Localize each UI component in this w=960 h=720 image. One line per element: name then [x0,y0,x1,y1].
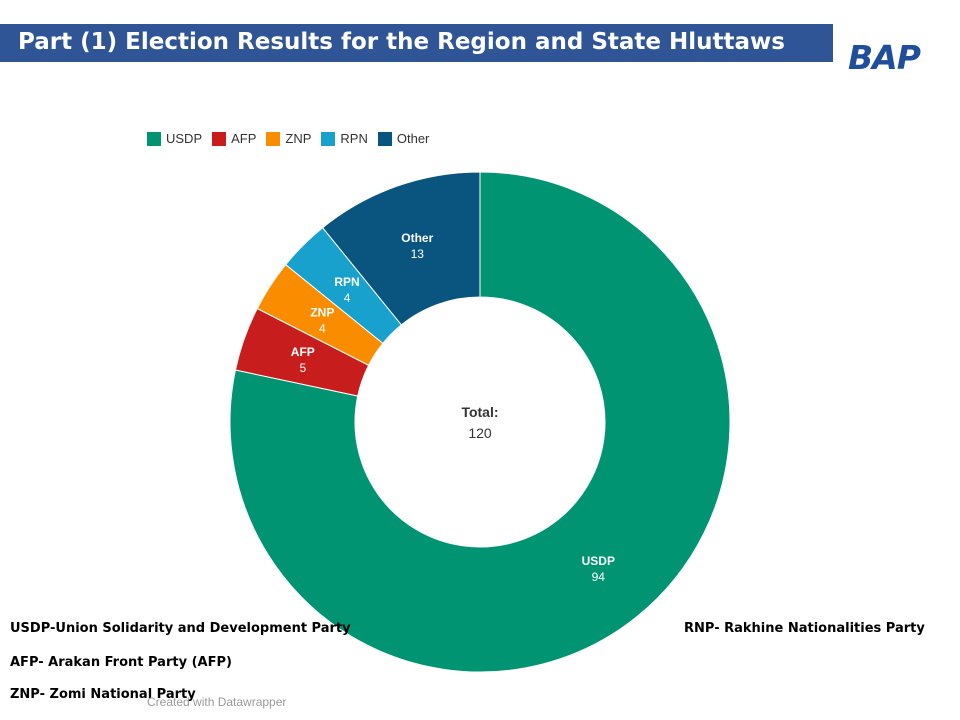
legend-label: AFP [231,131,257,146]
note-afp: AFP- Arakan Front Party (AFP) [10,655,232,670]
slice-value: 13 [411,247,425,261]
legend-item-znp: ZNP [266,131,311,146]
legend-swatch [212,131,227,146]
slide-title-bar: Part (1) Election Results for the Region… [0,24,833,62]
legend-item-usdp: USDP [147,131,202,146]
slice-label: ZNP [310,306,334,320]
legend-label: ZNP [285,131,312,146]
legend-item-rpn: RPN [321,131,368,146]
slide-title: Part (1) Election Results for the Region… [18,29,785,55]
center-total-value: 120 [468,425,492,441]
note-usdp: USDP-Union Solidarity and Development Pa… [10,621,351,636]
legend-item-afp: AFP [212,131,256,146]
slice-value: 4 [344,291,351,305]
slice-value: 4 [319,322,326,336]
slice-label: USDP [582,554,615,568]
bap-logo: BAP [848,38,921,77]
slice-label: RPN [334,275,359,289]
legend-swatch [147,131,161,146]
note-rnp: RNP- Rakhine Nationalities Party [684,621,925,636]
center-total-label: Total: [461,404,498,420]
slice-usdp [229,171,731,673]
note-znp: ZNP- Zomi National Party [10,687,196,702]
datawrapper-credit: Created with Datawrapper [147,695,287,709]
slice-value: 94 [592,570,606,584]
slice-other [321,171,481,326]
legend-label: RPN [340,131,368,146]
slice-value: 5 [299,361,306,375]
slice-label: AFP [291,345,315,359]
slice-label: Other [401,231,433,245]
legend-label: Other [396,131,430,146]
legend-swatch [377,131,392,146]
legend-label: USDP [166,131,203,146]
legend-swatch [266,131,281,146]
chart-legend: USDP AFP ZNP RPN Other [147,131,429,146]
legend-item-other: Other [377,131,430,146]
legend-swatch [321,131,336,146]
